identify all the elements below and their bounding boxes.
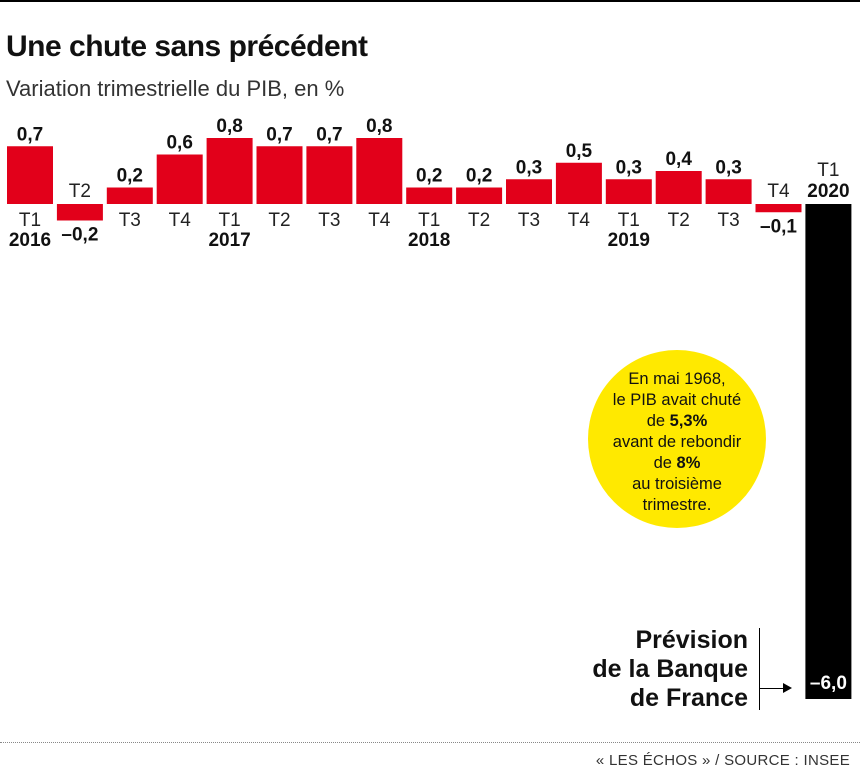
bar	[406, 187, 453, 204]
chart-subtitle: Variation trimestrielle du PIB, en %	[6, 76, 345, 101]
value-label: 0,2	[416, 166, 442, 187]
value-label: 0,3	[516, 157, 542, 178]
bar	[755, 204, 802, 213]
quarter-label: T1	[817, 160, 839, 181]
quarter-label: T4	[368, 210, 391, 231]
value-label: 0,3	[616, 157, 642, 178]
quarter-label: T1	[618, 210, 640, 231]
bar	[605, 179, 652, 204]
year-label: 2020	[807, 181, 849, 202]
bottom-rule	[0, 742, 860, 743]
value-label: 0,5	[566, 141, 593, 162]
forecast-label: Prévision de la Banque de France	[592, 626, 748, 712]
note-value-drop: 5,3%	[669, 411, 708, 430]
forecast-arrow	[760, 688, 786, 689]
quarter-label: T2	[668, 210, 690, 231]
quarter-label: T1	[418, 210, 440, 231]
bar	[56, 204, 103, 221]
bar	[306, 146, 353, 204]
arrow-right-icon	[783, 683, 792, 693]
value-label: –0,2	[61, 225, 98, 246]
note-value-rebound: 8%	[676, 453, 701, 472]
value-label: 0,4	[665, 149, 692, 170]
bar	[7, 146, 53, 204]
bar	[106, 187, 153, 204]
note-line: En mai 1968,	[628, 369, 726, 388]
quarter-label: T2	[468, 210, 490, 231]
top-rule	[0, 0, 860, 2]
value-label: 0,7	[266, 124, 292, 145]
forecast-bracket-line	[759, 628, 760, 710]
source-credit: « LES ÉCHOS » / SOURCE : INSEE	[595, 752, 850, 769]
value-label: 0,6	[166, 133, 192, 154]
bar	[456, 187, 503, 204]
value-label: 0,2	[117, 166, 143, 187]
note-line: trimestre.	[642, 495, 712, 514]
year-label: 2017	[208, 230, 250, 251]
bar	[555, 162, 602, 204]
quarter-label: T3	[119, 210, 141, 231]
quarter-label: T3	[718, 210, 740, 231]
year-label: 2016	[9, 230, 51, 251]
value-label: 0,2	[466, 166, 492, 187]
bar	[156, 154, 203, 204]
bar	[256, 146, 303, 204]
bar	[655, 171, 702, 204]
quarter-label: T1	[19, 210, 41, 231]
quarter-label: T1	[219, 210, 241, 231]
quarter-label: T3	[318, 210, 340, 231]
bar	[805, 204, 852, 699]
quarter-label: T2	[268, 210, 290, 231]
mai-1968-note: En mai 1968, le PIB avait chuté de 5,3% …	[588, 350, 766, 528]
note-line: avant de rebondir	[612, 432, 742, 451]
value-label: 0,8	[216, 116, 242, 137]
bar	[356, 138, 403, 204]
note-line: le PIB avait chuté	[612, 390, 742, 409]
value-label: –6,0	[810, 673, 847, 694]
value-label: 0,7	[316, 124, 342, 145]
note-line: au troisième	[632, 474, 722, 493]
bar-chart: 0,7T12016T2–0,20,2T30,6T40,8T120170,7T20…	[7, 116, 852, 699]
chart-title: Une chute sans précédent	[6, 30, 368, 63]
bar	[206, 138, 253, 204]
value-label: 0,3	[715, 157, 741, 178]
note-line: de 8%	[653, 453, 701, 472]
quarter-label: T4	[767, 181, 790, 202]
quarter-label: T3	[518, 210, 540, 231]
quarter-label: T2	[69, 181, 91, 202]
quarter-label: T4	[169, 210, 192, 231]
value-label: 0,8	[366, 116, 392, 137]
value-label: 0,7	[17, 124, 43, 145]
bar	[506, 179, 552, 204]
year-label: 2018	[408, 230, 450, 251]
note-line: de 5,3%	[646, 411, 708, 430]
bar	[705, 179, 752, 204]
quarter-label: T4	[568, 210, 591, 231]
value-label: –0,1	[760, 216, 797, 237]
year-label: 2019	[608, 230, 650, 251]
